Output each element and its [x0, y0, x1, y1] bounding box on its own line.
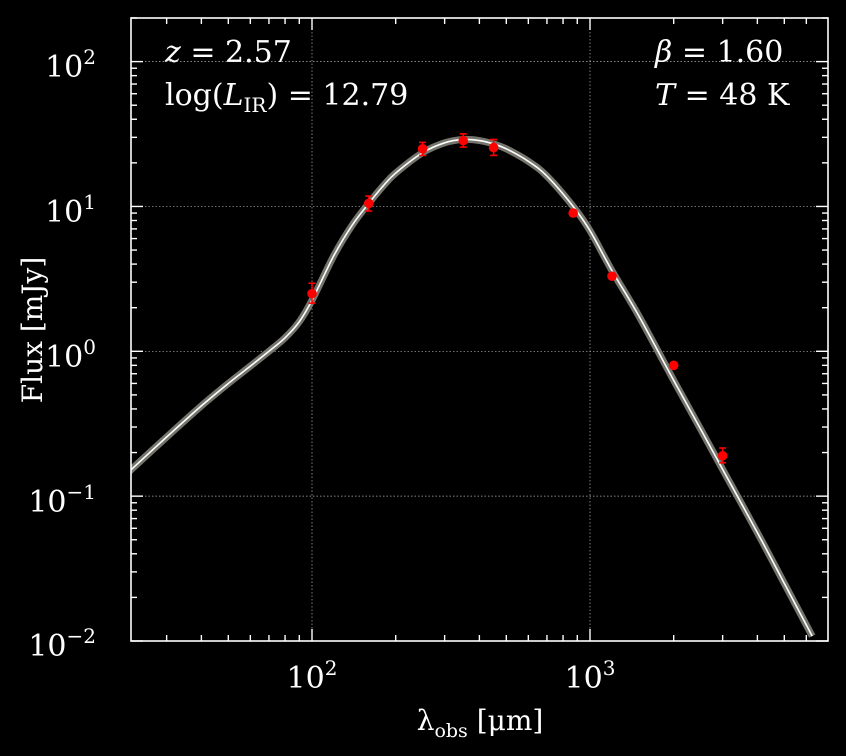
grid-lines: [131, 18, 828, 641]
data-point: [607, 271, 617, 281]
y-tick-label-1e2: 102: [45, 45, 96, 85]
data-point: [668, 360, 679, 371]
redshift-annotation: z = 2.57: [164, 35, 292, 70]
model-curve-layer: [131, 135, 816, 638]
x-tick-label-1000: 103: [565, 656, 616, 696]
data-point: [363, 198, 374, 209]
beta-annotation: β = 1.60: [654, 35, 783, 70]
plot-frame: [130, 17, 829, 642]
x-axis-label: λobs [μm]: [417, 704, 544, 742]
x-tick-label-100: 102: [287, 656, 338, 696]
model-curve: [131, 138, 813, 637]
y-axis-label: Flux [mJy]: [16, 257, 49, 404]
y-tick-label-1e-1: 10−1: [28, 480, 96, 520]
data-point: [307, 288, 317, 299]
y-tick-label-1e1: 101: [45, 190, 96, 230]
data-point: [417, 144, 428, 154]
data-point: [458, 135, 469, 146]
y-tick-label-1e0: 100: [45, 335, 96, 375]
data-points-layer: [307, 133, 728, 464]
data-point: [568, 208, 578, 218]
temperature-annotation: T = 48 K: [655, 78, 790, 113]
data-point: [717, 450, 728, 461]
luminosity-annotation: log(LIR) = 12.79: [165, 78, 408, 117]
data-point: [488, 142, 499, 153]
y-tick-label-1e-2: 10−2: [28, 624, 96, 664]
